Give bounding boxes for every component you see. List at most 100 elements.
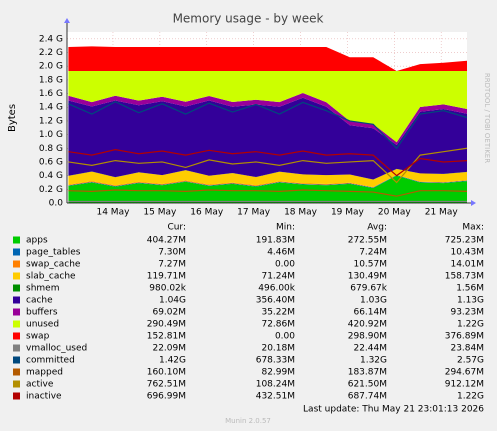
x-tick-label: 17 May	[237, 208, 271, 218]
legend-swatch	[13, 308, 20, 316]
legend-value: 1.42G	[159, 356, 186, 366]
column-header: Max:	[462, 223, 484, 233]
legend-value: 404.27M	[147, 236, 186, 246]
legend-value: 1.32G	[360, 356, 387, 366]
legend-value: 696.99M	[147, 392, 186, 402]
legend-value: 82.99M	[261, 368, 295, 378]
legend-value: 93.23M	[450, 308, 484, 318]
y-tick-label: 2.0 G	[39, 62, 63, 72]
legend-swatch	[13, 272, 20, 280]
legend-value: 272.55M	[348, 236, 387, 246]
legend-swatch	[13, 296, 20, 304]
legend-value: 980.02k	[149, 284, 186, 294]
legend-value: 10.43M	[450, 248, 484, 258]
x-tick-label: 18 May	[284, 208, 318, 218]
legend-label: swap_cache	[26, 260, 81, 270]
legend-value: 432.51M	[256, 392, 295, 402]
legend-value: 687.74M	[348, 392, 387, 402]
legend-label: vmalloc_used	[26, 344, 87, 354]
legend-value: 119.71M	[147, 272, 186, 282]
area	[68, 175, 467, 203]
legend-swatch	[13, 344, 20, 352]
legend-value: 725.23M	[445, 236, 484, 246]
legend-value: 14.01M	[450, 260, 484, 270]
legend-value: 71.24M	[261, 272, 295, 282]
area	[68, 169, 467, 188]
x-tick-label: 16 May	[190, 208, 224, 218]
legend-label: buffers	[26, 308, 58, 318]
legend-label: page_tables	[26, 248, 81, 258]
legend-value: 1.22G	[457, 392, 484, 402]
legend-value: 7.27M	[158, 260, 186, 270]
legend-value: 2.57G	[457, 356, 484, 366]
y-tick-label: 1.2 G	[39, 116, 63, 126]
legend-swatch	[13, 368, 20, 376]
legend-label: committed	[26, 356, 75, 366]
x-tick-label: 15 May	[143, 208, 177, 218]
legend-value: 7.24M	[359, 248, 387, 258]
line	[68, 147, 468, 184]
y-tick-label: 1.0 G	[39, 130, 63, 140]
legend-swatch	[13, 284, 20, 292]
legend-swatch	[13, 260, 20, 268]
legend-value: 298.90M	[348, 332, 387, 342]
y-axis-label: Bytes	[7, 104, 18, 132]
y-tick-label: 2.2 G	[39, 48, 63, 58]
y-tick-label: 1.4 G	[39, 103, 63, 113]
legend-label: unused	[26, 320, 59, 330]
legend-value: 496.00k	[258, 284, 295, 294]
area	[68, 97, 467, 180]
area	[68, 46, 467, 71]
legend-value: 4.46M	[267, 248, 295, 258]
area	[68, 93, 467, 145]
x-tick-label: 20 May	[378, 208, 412, 218]
line	[68, 101, 468, 150]
y-tick-label: 1.8 G	[39, 75, 63, 85]
legend-value: 66.14M	[353, 308, 387, 318]
legend-swatch	[13, 356, 20, 364]
legend-value: 152.81M	[147, 332, 186, 342]
legend-value: 420.92M	[348, 320, 387, 330]
chart-title: Memory usage - by week	[173, 12, 324, 26]
x-tick-label: 14 May	[96, 208, 130, 218]
side-text: RRDTOOL / TOBI OETIKER	[483, 73, 491, 163]
legend-label: cache	[26, 296, 53, 306]
legend-value: 762.51M	[147, 380, 186, 390]
area	[68, 70, 467, 143]
legend-value: 1.13G	[457, 296, 484, 306]
legend-value: 294.67M	[445, 368, 484, 378]
legend-value: 108.24M	[256, 380, 295, 390]
legend-value: 621.50M	[348, 380, 387, 390]
legend-value: 1.03G	[360, 296, 387, 306]
legend-value: 183.87M	[348, 368, 387, 378]
y-tick-label: 1.6 G	[39, 89, 63, 99]
legend-value: 678.33M	[256, 356, 295, 366]
column-header: Cur:	[167, 223, 186, 233]
legend-label: mapped	[26, 368, 63, 378]
legend-value: 158.73M	[445, 272, 484, 282]
legend-label: slab_cache	[26, 272, 76, 282]
column-header: Min:	[276, 223, 295, 233]
legend-value: 23.84M	[450, 344, 484, 354]
x-tick-label: 19 May	[331, 208, 365, 218]
legend-value: 10.57M	[353, 260, 387, 270]
y-tick-label: 0.4 G	[39, 171, 63, 181]
legend-value: 0.00	[275, 332, 295, 342]
y-tick-label: 2.4 G	[39, 34, 63, 44]
legend-swatch	[13, 380, 20, 388]
legend-value: 160.10M	[147, 368, 186, 378]
axis-arrow	[471, 200, 476, 206]
legend-label: inactive	[26, 392, 62, 402]
legend-value: 1.22G	[457, 320, 484, 330]
legend-value: 22.09M	[152, 344, 186, 354]
axis-arrow	[64, 18, 70, 23]
legend-value: 356.40M	[256, 296, 295, 306]
y-tick-label: 0.8 G	[39, 144, 63, 154]
legend-label: shmem	[26, 284, 59, 294]
legend-value: 290.49M	[147, 320, 186, 330]
y-tick-label: 0.6 G	[39, 157, 63, 167]
legend-value: 1.04G	[159, 296, 186, 306]
legend-swatch	[13, 248, 20, 256]
legend-value: 35.22M	[261, 308, 295, 318]
